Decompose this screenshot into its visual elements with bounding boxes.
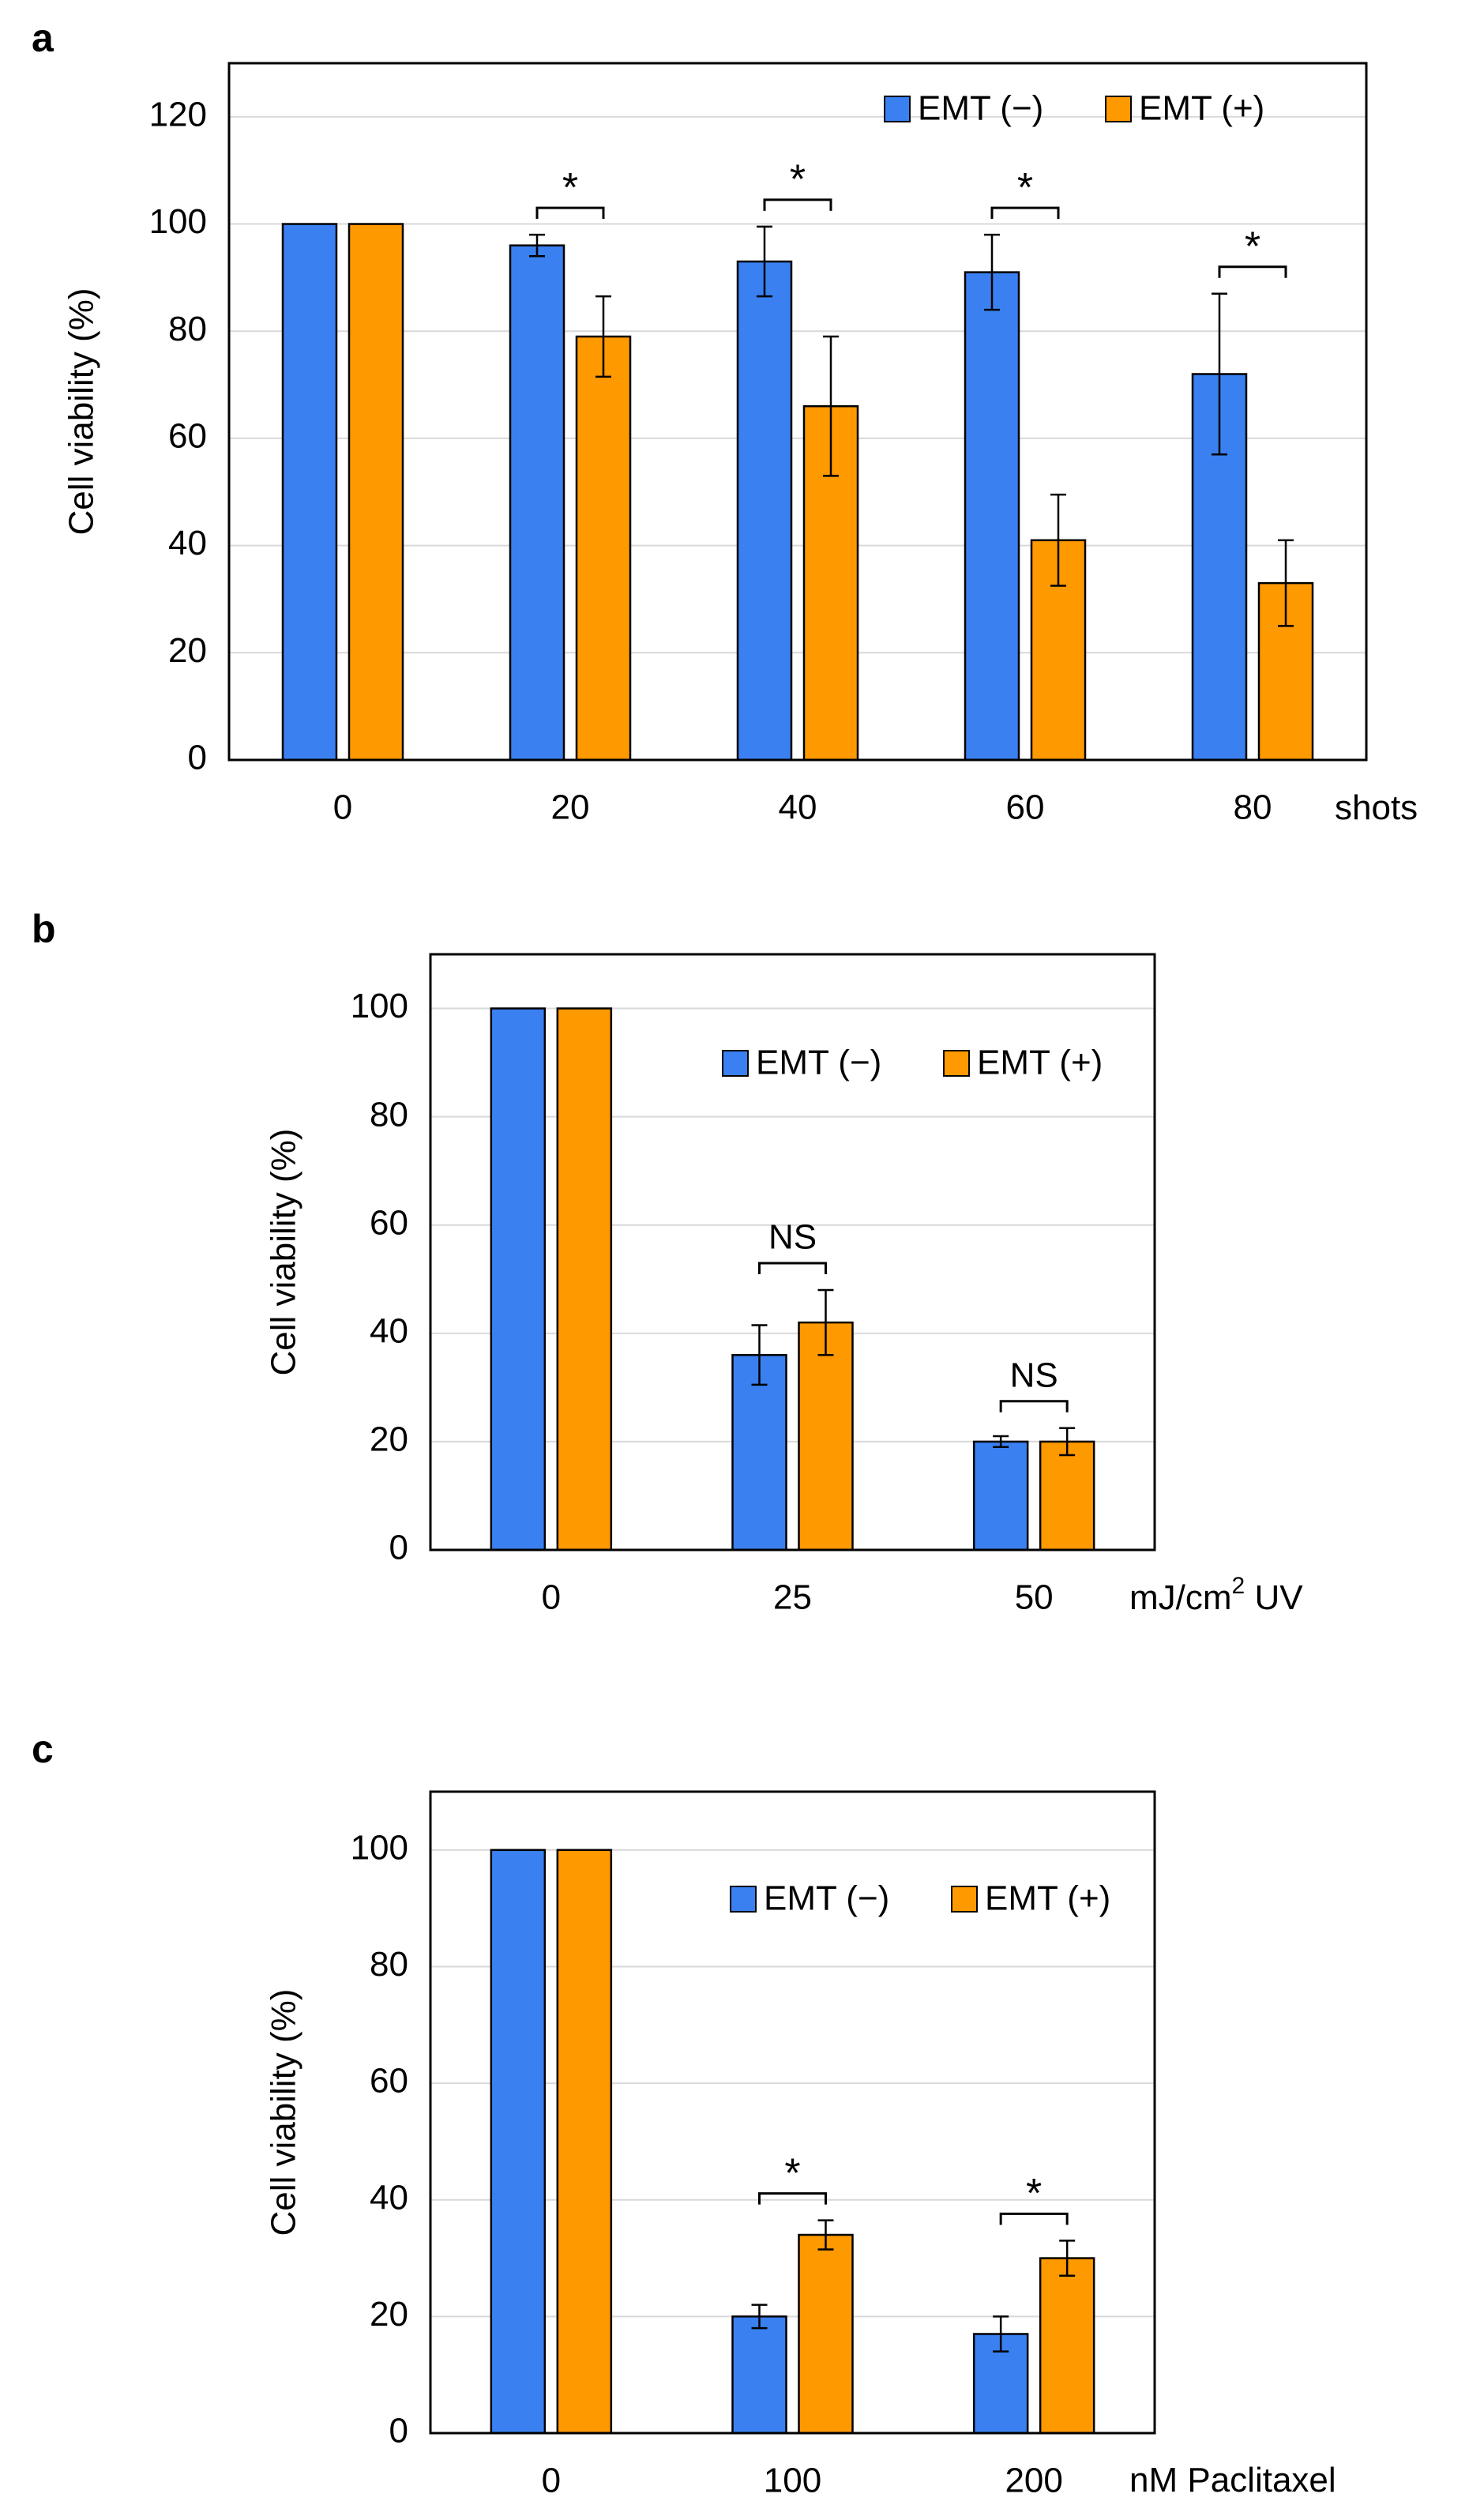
significance-label: *	[790, 157, 806, 203]
legend-label: EMT (+)	[985, 1879, 1110, 1918]
legend-swatch-emt-plus	[943, 1050, 970, 1077]
y-axis-label: Cell viability (%)	[265, 1989, 303, 2236]
y-tick-label: 60	[168, 417, 207, 456]
bar-emt-minus-0[interactable]	[490, 1007, 547, 1552]
legend-swatch-emt-minus	[722, 1050, 749, 1077]
y-tick-label: 0	[389, 2412, 408, 2450]
legend-swatch-emt-minus	[884, 96, 911, 122]
x-tick-label: 0	[333, 788, 352, 827]
bar-emt-plus-0[interactable]	[348, 223, 404, 762]
bar-emt-minus-0[interactable]	[281, 223, 338, 762]
bar-emt-plus-25[interactable]	[798, 1321, 854, 1552]
y-axis-label: Cell viability (%)	[265, 1129, 303, 1376]
significance-bracket	[999, 2212, 1069, 2225]
legend: EMT (−) EMT (+)	[730, 1879, 1110, 1918]
bar-emt-minus-20[interactable]	[509, 244, 565, 762]
chart-panel-a: a 0 20 40 60 80 100 120 * * * * 0 20 40 60 80 shots Cell v…	[32, 16, 1418, 826]
significance-bracket	[535, 206, 605, 220]
x-tick-label: 0	[542, 1578, 561, 1617]
significance-bracket	[1218, 265, 1287, 278]
significance-label: *	[1017, 165, 1033, 211]
x-axis-label-main: mJ/cm	[1129, 1578, 1232, 1617]
bar-emt-minus-60[interactable]	[964, 271, 1020, 762]
y-tick-label: 20	[168, 631, 207, 670]
bar-emt-minus-0[interactable]	[490, 1849, 547, 2435]
significance-label: NS	[1010, 1356, 1058, 1394]
legend: EMT (−) EMT (+)	[884, 89, 1264, 128]
y-tick-label: 0	[188, 739, 207, 777]
y-tick-label: 100	[351, 1828, 408, 1867]
legend-label: EMT (−)	[764, 1879, 889, 1918]
panel-label: c	[32, 1727, 54, 1771]
y-tick-label: 80	[370, 1095, 408, 1134]
y-tick-label: 60	[370, 2062, 408, 2101]
significance-label: NS	[768, 1218, 817, 1257]
bar-emt-minus-100[interactable]	[731, 2315, 787, 2435]
legend-label: EMT (+)	[1139, 89, 1264, 128]
chart-panel-b: b 0 20 40 60 80 100 NS NS 0 25 50 mJ/cm2 UV Cell viab…	[32, 907, 1303, 1616]
x-tick-label: 60	[1006, 788, 1045, 827]
x-tick-label: 80	[1234, 788, 1272, 827]
x-tick-label: 100	[764, 2462, 821, 2500]
bar-emt-plus-0[interactable]	[556, 1849, 613, 2435]
y-tick-label: 80	[168, 310, 207, 348]
x-tick-label: 200	[1005, 2462, 1062, 2500]
plot-frame	[227, 62, 1368, 762]
y-tick-label: 0	[389, 1529, 408, 1567]
x-axis-label: nM Paclitaxel	[1129, 2461, 1336, 2499]
x-axis-label-tail: UV	[1245, 1578, 1303, 1617]
panel-label: b	[32, 907, 56, 951]
legend-label: EMT (−)	[756, 1044, 881, 1082]
legend-swatch-emt-plus	[951, 1886, 978, 1913]
significance-bracket	[990, 206, 1060, 220]
legend-label: EMT (−)	[918, 89, 1043, 128]
significance-label: *	[562, 165, 578, 211]
y-tick-label: 20	[370, 1420, 408, 1459]
bar-emt-minus-40[interactable]	[736, 260, 793, 762]
x-axis-label: mJ/cm2 UV	[1129, 1573, 1303, 1617]
y-tick-label: 60	[370, 1203, 408, 1242]
x-axis-label-main: shots	[1335, 788, 1418, 827]
y-tick-label: 40	[370, 1311, 408, 1350]
legend-swatch-emt-plus	[1105, 96, 1132, 122]
bar-emt-plus-50[interactable]	[1039, 1440, 1095, 1552]
significance-bracket	[999, 1400, 1069, 1412]
bar-emt-plus-0[interactable]	[556, 1007, 613, 1552]
bar-emt-plus-20[interactable]	[575, 335, 632, 762]
significance-label: *	[1245, 224, 1260, 269]
x-tick-label: 50	[1015, 1578, 1054, 1617]
significance-bracket	[758, 1262, 827, 1274]
x-tick-label: 40	[779, 788, 817, 827]
bar-emt-plus-200[interactable]	[1039, 2257, 1095, 2435]
significance-bracket	[763, 198, 832, 211]
x-tick-label: 0	[542, 2462, 561, 2500]
x-tick-label: 25	[773, 1578, 812, 1617]
legend-label: EMT (+)	[977, 1044, 1103, 1082]
significance-label: *	[1026, 2171, 1042, 2217]
y-tick-label: 100	[351, 987, 408, 1025]
y-tick-label: 120	[149, 95, 207, 134]
legend-swatch-emt-minus	[730, 1886, 757, 1913]
significance-bracket	[758, 2192, 827, 2205]
bar-emt-plus-100[interactable]	[798, 2233, 854, 2435]
plot-frame	[429, 953, 1156, 1552]
y-axis-label: Cell viability (%)	[62, 288, 101, 536]
chart-panel-c: c 0 20 40 60 80 100 * * 0 100 200 nM Paclitaxel Cell …	[32, 1727, 1336, 2499]
y-tick-label: 80	[370, 1945, 408, 1984]
x-axis-label-main: nM Paclitaxel	[1129, 2461, 1336, 2499]
y-tick-label: 20	[370, 2295, 408, 2334]
y-tick-label: 40	[168, 524, 207, 562]
x-axis-label-sup: 2	[1232, 1573, 1245, 1599]
plot-frame	[429, 1790, 1156, 2435]
legend: EMT (−) EMT (+)	[722, 1044, 1103, 1082]
y-tick-label: 40	[370, 2178, 408, 2217]
bar-emt-minus-25[interactable]	[731, 1353, 787, 1552]
significance-label: *	[784, 2150, 800, 2196]
bar-emt-minus-50[interactable]	[972, 1440, 1029, 1552]
x-tick-label: 20	[551, 788, 590, 827]
x-axis-label: shots	[1335, 788, 1418, 827]
y-tick-label: 100	[149, 202, 207, 241]
panel-label: a	[32, 16, 54, 60]
